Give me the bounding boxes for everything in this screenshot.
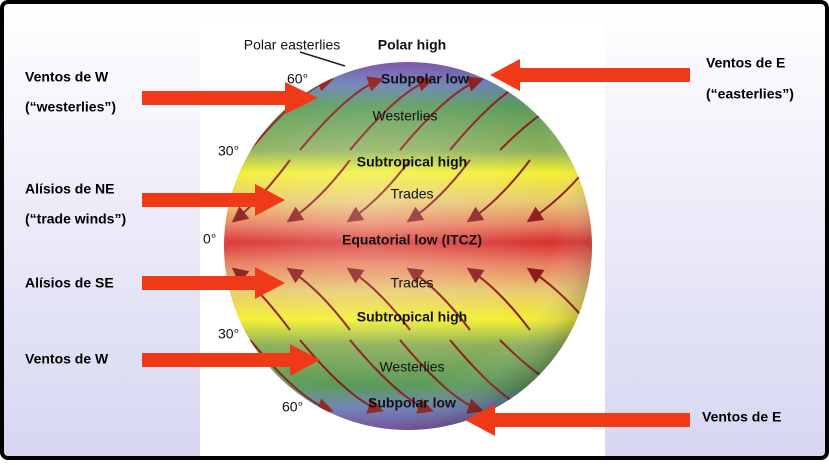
side-label: Ventos de E bbox=[706, 55, 785, 71]
globe-label: Trades bbox=[390, 275, 433, 291]
pointer-line bbox=[299, 51, 346, 67]
globe-label: Subpolar low bbox=[381, 71, 469, 87]
side-label: Ventos de E bbox=[702, 409, 781, 425]
globe-label: Westerlies bbox=[379, 359, 444, 375]
latitude-label: 60° bbox=[287, 71, 308, 87]
globe-label: Subpolar low bbox=[368, 395, 456, 411]
side-label: Alísios de NE bbox=[25, 181, 114, 197]
globe-label: Subtropical high bbox=[357, 154, 467, 170]
globe-label: Polar high bbox=[378, 37, 446, 53]
latitude-label: 30° bbox=[218, 143, 239, 159]
globe-label: Subtropical high bbox=[357, 309, 467, 325]
globe-label: Equatorial low (ITCZ) bbox=[342, 232, 482, 248]
side-label: Ventos de W bbox=[25, 69, 109, 85]
latitude-label: 60° bbox=[282, 399, 303, 415]
side-label: Ventos de W bbox=[25, 351, 109, 367]
globe-label: Westerlies bbox=[372, 108, 437, 124]
globe-label: Trades bbox=[390, 186, 433, 202]
latitude-label: 30° bbox=[218, 326, 239, 342]
side-label: Alísios de SE bbox=[25, 275, 114, 291]
side-label: (“westerlies”) bbox=[25, 99, 116, 115]
globe bbox=[224, 62, 592, 430]
globe-label: Polar easterlies bbox=[244, 37, 341, 53]
arrows bbox=[142, 59, 690, 436]
side-label: (“easterlies”) bbox=[706, 86, 794, 102]
latitude-label: 0° bbox=[203, 231, 216, 247]
side-label: (“trade winds”) bbox=[25, 211, 126, 227]
